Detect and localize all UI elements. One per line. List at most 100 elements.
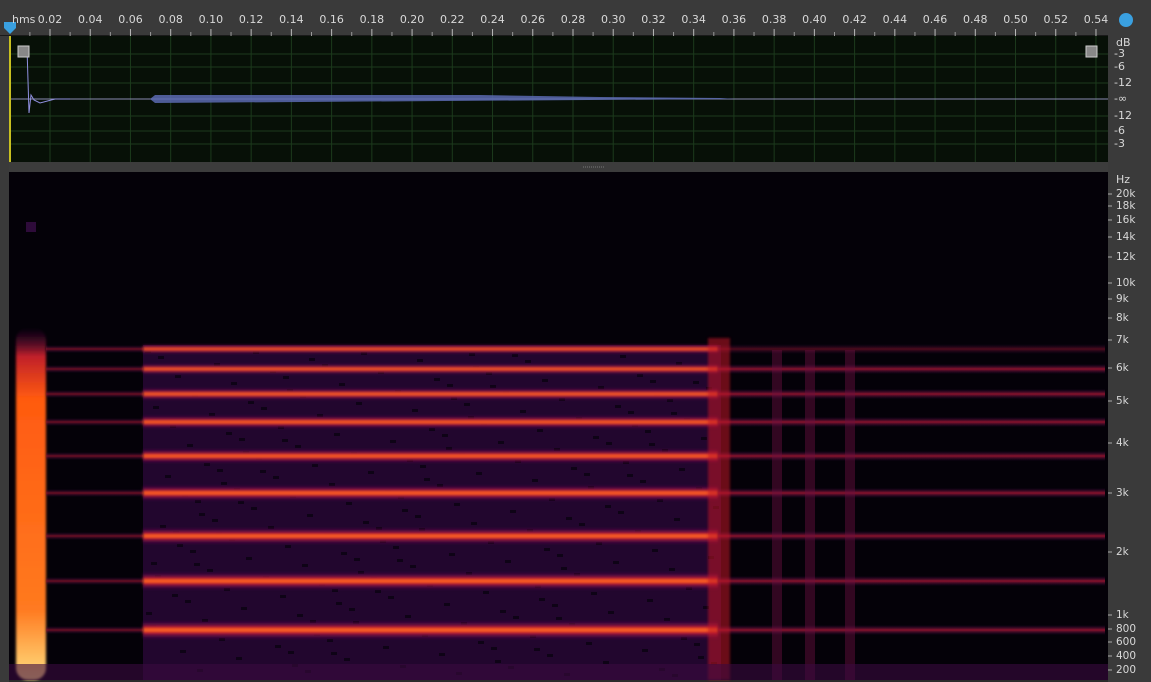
hz-label: 14k xyxy=(1116,231,1136,243)
noise-speck xyxy=(464,403,470,406)
fade-in-handle[interactable] xyxy=(17,45,30,58)
noise-speck xyxy=(444,603,450,606)
noise-speck xyxy=(491,647,497,650)
noise-speck xyxy=(327,639,333,642)
noise-speck xyxy=(566,517,572,520)
noise-speck xyxy=(356,402,362,405)
harmonic-tail xyxy=(718,389,1105,399)
noise-speck xyxy=(283,376,289,379)
noise-speck xyxy=(512,354,518,357)
impulse xyxy=(16,328,46,680)
harmonic-early xyxy=(46,532,143,540)
floor-glow xyxy=(9,664,1108,680)
fade-out-handle[interactable] xyxy=(1085,45,1098,58)
harmonic-early xyxy=(46,489,143,497)
time-label: 0.22 xyxy=(440,13,465,26)
noise-speck xyxy=(442,434,448,437)
noise-speck xyxy=(618,511,624,514)
noise-speck xyxy=(429,428,435,431)
noise-speck xyxy=(537,429,543,432)
noise-speck xyxy=(674,518,680,521)
noise-speck xyxy=(346,502,352,505)
time-label: 0.46 xyxy=(923,13,948,26)
time-label: 0.38 xyxy=(762,13,787,26)
noise-speck xyxy=(209,413,215,416)
time-label: 0.02 xyxy=(38,13,63,26)
noise-speck xyxy=(539,598,545,601)
noise-speck xyxy=(405,615,411,618)
noise-speck xyxy=(282,439,288,442)
noise-speck xyxy=(231,382,237,385)
noise-speck xyxy=(671,412,677,415)
hz-label: 5k xyxy=(1116,395,1130,407)
hz-label: 2k xyxy=(1116,546,1130,558)
noise-speck xyxy=(349,608,355,611)
noise-speck xyxy=(339,383,345,386)
harmonic-tail xyxy=(718,417,1105,427)
noise-speck xyxy=(329,483,335,486)
db-label: -3 xyxy=(1114,47,1125,60)
noise-speck xyxy=(402,509,408,512)
noise-speck xyxy=(390,440,396,443)
noise-speck xyxy=(175,375,181,378)
noise-speck xyxy=(260,470,266,473)
noise-speck xyxy=(332,589,338,592)
noise-speck xyxy=(165,475,171,478)
noise-speck xyxy=(177,544,183,547)
noise-speck xyxy=(642,649,648,652)
noise-speck xyxy=(647,599,653,602)
resonance xyxy=(772,350,782,680)
ruler-ticks: 0.02 0.04 0.06 0.08 0.10 0.12 0.14 0.16 0.18 0.20… xyxy=(29,13,1108,36)
noise-speck xyxy=(248,401,254,404)
noise-speck xyxy=(160,525,166,528)
harmonic-early xyxy=(46,452,143,460)
time-label: 0.28 xyxy=(561,13,586,26)
time-label: 0.20 xyxy=(400,13,425,26)
time-label: 0.48 xyxy=(963,13,988,26)
time-label: 0.06 xyxy=(118,13,143,26)
time-label: 0.08 xyxy=(158,13,183,26)
harmonic-early xyxy=(46,390,143,398)
db-scale: -3-6-12-∞-12-6-3 xyxy=(1114,47,1132,150)
noise-speck xyxy=(520,410,526,413)
noise-speck xyxy=(246,557,252,560)
harmonic xyxy=(143,620,718,640)
noise-speck xyxy=(449,553,455,556)
panel-divider[interactable] xyxy=(9,162,1108,172)
noise-speck xyxy=(498,441,504,444)
noise-speck xyxy=(490,385,496,388)
time-label: 0.44 xyxy=(883,13,908,26)
playhead[interactable] xyxy=(4,22,16,34)
noise-speck xyxy=(273,476,279,479)
noise-speck xyxy=(238,501,244,504)
noise-speck xyxy=(241,607,247,610)
noise-speck xyxy=(483,591,489,594)
noise-speck xyxy=(185,600,191,603)
noise-speck xyxy=(584,473,590,476)
noise-speck xyxy=(542,379,548,382)
harmonic xyxy=(143,527,718,545)
harmonic-early xyxy=(46,626,143,634)
harmonic xyxy=(143,387,718,401)
noise-speck xyxy=(495,660,501,663)
noise-speck xyxy=(469,353,475,356)
hz-label: 400 xyxy=(1116,650,1136,662)
harmonic-early xyxy=(46,577,143,585)
zoom-button[interactable] xyxy=(1119,13,1133,27)
time-label: 0.12 xyxy=(239,13,264,26)
noise-speck xyxy=(187,444,193,447)
time-label: 0.32 xyxy=(641,13,666,26)
noise-speck xyxy=(363,521,369,524)
harmonic xyxy=(143,571,718,591)
noise-speck xyxy=(239,438,245,441)
noise-speck xyxy=(194,563,200,566)
time-label: 0.24 xyxy=(480,13,505,26)
hz-label: 4k xyxy=(1116,437,1130,449)
noise-speck xyxy=(447,384,453,387)
waveform-body xyxy=(150,95,735,103)
noise-speck xyxy=(146,612,152,615)
hz-label: 3k xyxy=(1116,487,1130,499)
noise-speck xyxy=(368,471,374,474)
